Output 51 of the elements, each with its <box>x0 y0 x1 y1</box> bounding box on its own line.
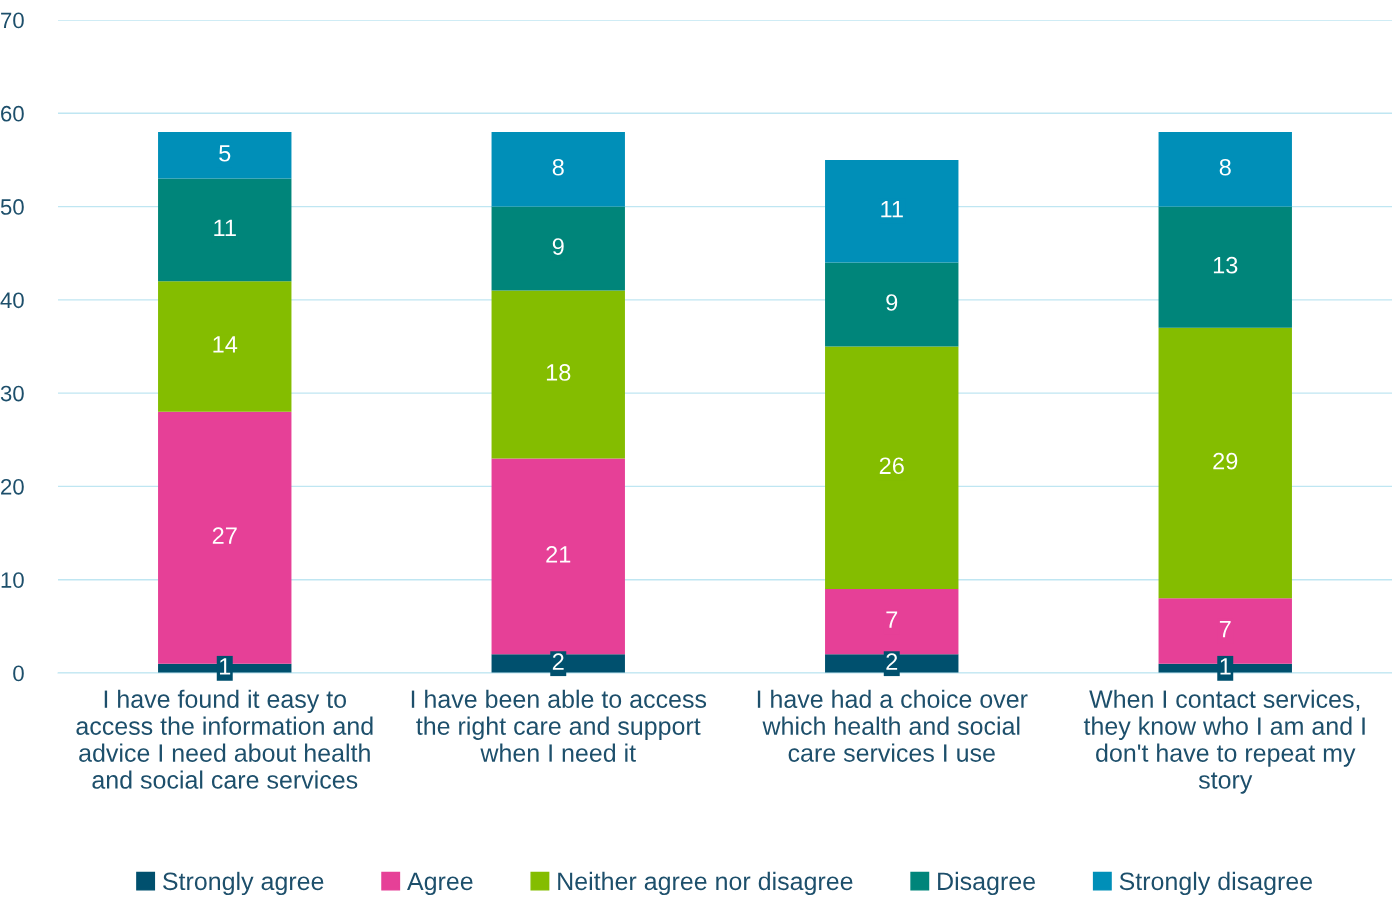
data-label: 2 <box>552 653 564 670</box>
data-label: 2 <box>886 653 898 670</box>
bar <box>825 589 959 655</box>
bar <box>825 159 959 263</box>
legend-label: Neither agree nor disagree <box>558 871 853 896</box>
legend-label: Strongly agree <box>163 871 324 896</box>
data-label: 27 <box>212 527 237 544</box>
bar <box>1158 327 1292 599</box>
data-label: 8 <box>552 158 564 176</box>
y-tick-label: 70 <box>1 12 24 29</box>
bar <box>825 346 959 590</box>
bar <box>158 131 292 179</box>
data-label: 7 <box>1219 620 1231 638</box>
bar <box>491 290 625 459</box>
data-label: 14 <box>213 336 238 353</box>
data-label: 1 <box>219 658 231 675</box>
data-label: 9 <box>552 238 564 255</box>
legend-label: Strongly disagree <box>1119 871 1313 896</box>
data-label: 5 <box>219 145 231 162</box>
legend-label: Agree <box>407 872 473 896</box>
legend-label: Disagree <box>938 871 1035 896</box>
bar <box>825 262 959 347</box>
y-tick-label: 30 <box>0 385 24 402</box>
bar <box>491 131 625 207</box>
bar <box>158 178 292 282</box>
data-label: 29 <box>1213 452 1238 470</box>
data-label: 21 <box>546 546 571 563</box>
data-label: 7 <box>886 611 898 628</box>
bar <box>491 458 625 655</box>
x-tick-label: I have had a choice over which health and social care services I use <box>757 689 1028 762</box>
data-label: 11 <box>214 219 236 236</box>
data-label: 13 <box>1213 256 1238 274</box>
data-label: 8 <box>1219 158 1231 176</box>
y-tick-label: 60 <box>1 105 24 122</box>
y-tick-label: 40 <box>0 292 24 309</box>
y-tick-label: 0 <box>13 665 24 682</box>
y-tick-label: 10 <box>1 572 24 588</box>
bar <box>158 281 292 412</box>
x-tick-label: I have found it easy to access the information and advice I need about health and social care services <box>76 689 373 789</box>
y-tick-label: 20 <box>1 478 24 495</box>
y-tick-label: 50 <box>0 199 24 215</box>
x-tick-label: I have been able to access the right care and support when I need it <box>411 689 707 762</box>
bar <box>1158 131 1292 207</box>
x-tick-label: When I contact services, they know who I am and I don't have to repeat my story <box>1083 689 1365 794</box>
bar <box>1158 206 1292 328</box>
data-label: 26 <box>879 457 904 475</box>
data-label: 1 <box>1220 658 1231 675</box>
data-label: 9 <box>886 294 898 311</box>
data-label: 18 <box>546 364 571 381</box>
data-label: 11 <box>881 201 903 218</box>
bar <box>491 206 625 291</box>
